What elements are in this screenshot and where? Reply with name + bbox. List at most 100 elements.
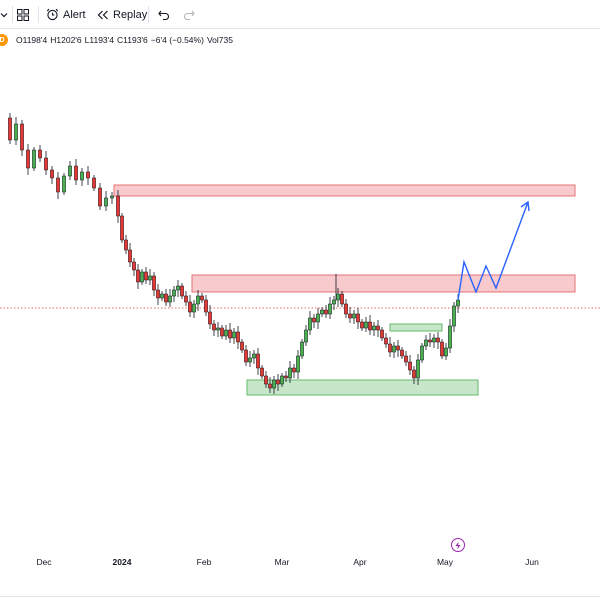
candle-body <box>120 215 124 241</box>
toolbar-divider <box>148 6 149 23</box>
replay-icon <box>97 10 108 19</box>
candle-body <box>192 303 196 313</box>
ohlc-legend: D O1198'4 H1202'6 L1193'4 C1193'6 −6'4 (… <box>0 33 236 47</box>
candle-body <box>424 339 428 347</box>
candle-body <box>32 149 36 169</box>
redo-button[interactable] <box>183 0 195 29</box>
candle-body <box>436 337 440 343</box>
projection-path <box>457 201 529 301</box>
candle-body <box>98 187 102 207</box>
close-value: C1193'6 <box>117 35 148 45</box>
candle-body <box>416 359 420 379</box>
candle-body <box>368 321 372 331</box>
bottom-border <box>0 596 600 597</box>
candle-body <box>308 317 312 331</box>
candle-body <box>176 285 180 291</box>
candle-body <box>432 337 436 343</box>
candle-body <box>136 269 140 283</box>
candle-body <box>332 299 336 305</box>
candle-body <box>148 275 152 281</box>
candle-body <box>344 303 348 315</box>
candle-body <box>252 353 256 359</box>
replay-button[interactable]: Replay <box>97 0 147 29</box>
candle-body <box>296 355 300 373</box>
candle-body <box>44 157 48 171</box>
candle-body <box>404 355 408 363</box>
candle-body <box>208 311 212 325</box>
high-value: H1202'6 <box>50 35 82 45</box>
lightning-icon <box>455 541 461 549</box>
candle-body <box>62 175 66 193</box>
candle-body <box>110 195 114 199</box>
candle-body <box>156 289 160 299</box>
candle-body <box>144 271 148 281</box>
candle-body <box>56 177 60 193</box>
candle-body <box>172 289 176 297</box>
projection-arrowhead <box>520 200 530 212</box>
time-axis: Dec 2024 Feb Mar Apr May Jun <box>0 552 600 574</box>
candle-body <box>452 305 456 327</box>
candle-body <box>316 313 320 323</box>
candle-body <box>116 195 120 217</box>
candle-body <box>38 149 42 159</box>
interval-dropdown[interactable] <box>0 0 8 29</box>
candle-body <box>364 321 368 329</box>
candle-body <box>132 261 136 271</box>
candle-body <box>236 331 240 343</box>
candle-body <box>220 327 224 337</box>
candle-body <box>124 239 128 251</box>
candle-body <box>428 339 432 343</box>
replay-label: Replay <box>113 8 148 21</box>
candle-body <box>396 345 400 351</box>
candle-body <box>168 295 172 303</box>
candle-body <box>388 343 392 353</box>
candle-body <box>456 299 460 307</box>
candle-body <box>288 367 292 379</box>
candle-body <box>244 349 248 363</box>
support-zone <box>389 323 443 332</box>
candle-body <box>240 341 244 351</box>
candle-body <box>152 275 156 291</box>
time-tick: Mar <box>274 557 290 567</box>
price-chart[interactable] <box>0 29 600 552</box>
candle-body <box>392 345 396 353</box>
candle-body <box>232 331 236 339</box>
candle-body <box>304 329 308 343</box>
time-tick: 2024 <box>112 557 132 567</box>
candle-body <box>92 177 96 189</box>
layout-button[interactable] <box>17 0 29 29</box>
event-marker[interactable] <box>451 538 465 552</box>
candle-body <box>272 379 276 389</box>
candle-body <box>264 375 268 385</box>
candle-body <box>268 383 272 389</box>
candle-body <box>276 379 280 385</box>
undo-icon <box>158 10 169 20</box>
candle-body <box>336 293 340 301</box>
candle-body <box>216 327 220 331</box>
candle-body <box>340 293 344 305</box>
candle-body <box>224 329 228 337</box>
candle-body <box>74 165 78 181</box>
candle-body <box>328 303 332 315</box>
undo-button[interactable] <box>158 0 170 29</box>
candle-body <box>376 325 380 331</box>
candle-body <box>324 309 328 315</box>
candle-body <box>300 341 304 357</box>
candle-body <box>228 329 232 339</box>
candle-body <box>352 313 356 319</box>
time-tick: Feb <box>196 557 212 567</box>
candle-body <box>50 169 54 179</box>
time-tick: Dec <box>36 557 52 567</box>
low-value: L1193'4 <box>84 35 115 45</box>
time-tick: Apr <box>353 557 367 567</box>
candle-body <box>188 301 192 313</box>
candle-body <box>372 325 376 331</box>
candle-body <box>196 295 200 305</box>
candle-body <box>348 313 352 319</box>
candle-body <box>26 149 30 169</box>
candle-body <box>260 367 264 377</box>
grid-layout-icon <box>17 8 29 21</box>
alert-button[interactable]: Alert <box>46 0 86 29</box>
chevron-down-icon <box>0 12 8 17</box>
support-zone <box>246 379 479 396</box>
